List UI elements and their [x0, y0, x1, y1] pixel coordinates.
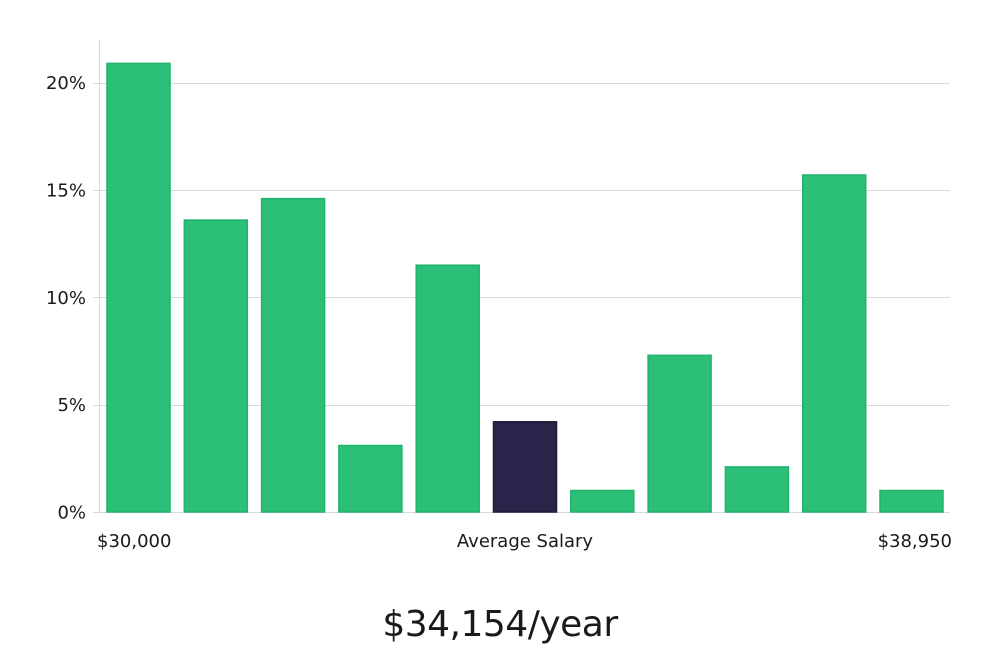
y-tick-labels: 0% 5% 10% 15% 20%: [46, 73, 100, 524]
y-tick-label: 5%: [57, 395, 86, 416]
x-range-min-label: $30,000: [97, 531, 171, 552]
bar-highlighted: [492, 421, 558, 513]
y-tick-label: 20%: [46, 73, 86, 94]
x-range-max-label: $38,950: [878, 531, 952, 552]
x-axis-label: Average Salary: [457, 531, 594, 552]
bar: [338, 444, 403, 513]
y-tick-label: 10%: [46, 288, 86, 309]
bar: [801, 174, 867, 513]
salary-distribution-chart: 0% 5% 10% 15% 20% $30,000 Average Salary $38…: [46, 40, 952, 552]
bar: [647, 354, 712, 513]
bar: [260, 197, 326, 513]
bar: [570, 489, 635, 513]
bar: [106, 62, 171, 513]
bar: [724, 466, 790, 513]
bar: [415, 264, 480, 513]
average-salary-summary: $34,154/year: [382, 604, 618, 645]
bars: [106, 62, 944, 513]
y-tick-label: 0%: [57, 503, 86, 524]
bar: [879, 489, 944, 513]
bar: [183, 219, 249, 513]
y-tick-label: 15%: [46, 181, 86, 202]
